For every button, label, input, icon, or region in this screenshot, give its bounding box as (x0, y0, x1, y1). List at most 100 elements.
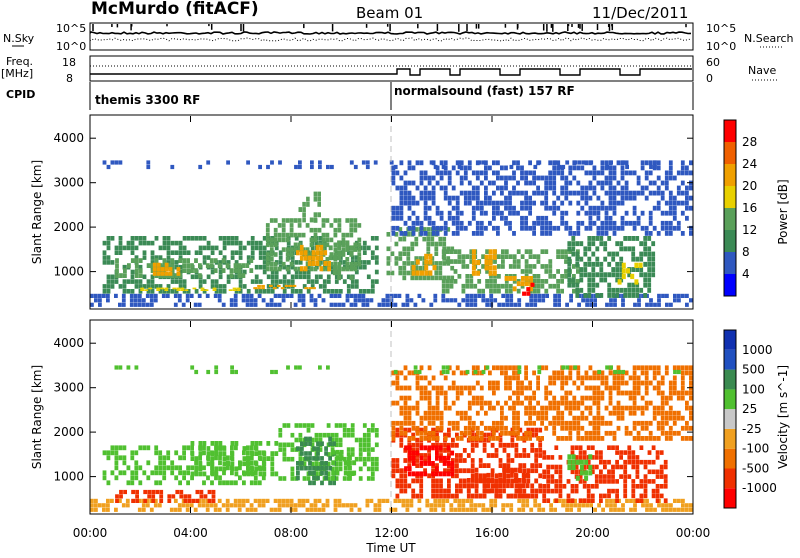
power-cell-0 (153, 293, 158, 298)
power-cell-18 (451, 205, 456, 211)
velocity-cell-12 (560, 420, 565, 426)
velocity-cell-12 (512, 400, 516, 406)
velocity-cell-0 (561, 503, 565, 508)
power-cell-10 (386, 246, 391, 252)
velocity-cell-10 (594, 464, 599, 470)
velocity-cell-3 (274, 441, 279, 446)
power-cell-1 (170, 279, 175, 284)
power-cell-7 (288, 284, 293, 287)
power-cell-0 (665, 302, 669, 307)
power-cell-18 (580, 190, 585, 196)
velocity-cell-12 (419, 415, 424, 421)
power-cell-18 (484, 210, 488, 216)
power-cell-5 (357, 257, 362, 262)
velocity-cell-12 (544, 415, 549, 421)
power-cell-5 (309, 266, 314, 272)
velocity-cell-7 (538, 427, 543, 433)
velocity-cell-12 (463, 385, 468, 391)
power-cell-18 (528, 180, 532, 186)
velocity-cell-12 (572, 395, 577, 401)
power-cell-10 (414, 241, 419, 247)
power-cell-14 (520, 281, 525, 287)
power-cell-18 (656, 185, 661, 191)
velocity-cell-10 (623, 459, 628, 465)
velocity-cell-13 (573, 365, 578, 370)
power-cell-18 (612, 190, 617, 196)
power-cell-1 (182, 250, 187, 255)
velocity-cell-12 (604, 375, 609, 381)
velocity-cell-0 (549, 503, 553, 508)
power-cell-18 (520, 170, 524, 176)
power-cell-0 (349, 293, 354, 298)
velocity-cell-12 (496, 436, 500, 441)
velocity-cell-12 (496, 385, 500, 391)
velocity-cell-12 (612, 375, 617, 381)
power-cell-12 (544, 249, 549, 254)
velocity-cell-12 (467, 415, 472, 421)
velocity-cell-12 (403, 400, 408, 406)
velocity-cell-12 (556, 370, 561, 376)
velocity-cell-4 (362, 461, 367, 467)
power-cell-19 (298, 160, 302, 165)
power-cell-5 (289, 252, 294, 257)
power-cell-1 (374, 245, 379, 251)
velocity-cell-12 (620, 375, 625, 381)
velocity-cell-7 (478, 473, 483, 479)
power-cell-18 (612, 231, 617, 236)
velocity-cell-12 (596, 375, 601, 381)
velocity-cell-4 (374, 442, 379, 448)
velocity-cell-1 (210, 480, 214, 486)
power-cell-11 (415, 270, 420, 276)
power-cell-16 (647, 267, 652, 272)
velocity-cell-12 (640, 370, 645, 376)
velocity-cell-1 (174, 465, 179, 471)
power-cell-2 (217, 263, 222, 268)
nave-label: Nave (748, 64, 776, 77)
velocity-cell-12 (564, 380, 569, 386)
power-cell-1 (258, 245, 263, 251)
freq-left-tick-top: 18 (62, 56, 76, 69)
power-cell-1 (106, 279, 111, 284)
velocity-cell-0 (177, 507, 182, 512)
power-cell-7 (292, 284, 297, 287)
power-cell-12 (528, 249, 533, 254)
power-cell-18 (399, 200, 404, 206)
velocity-cell-8 (423, 461, 428, 466)
velocity-cell-3 (198, 471, 203, 477)
velocity-cell-0 (201, 503, 206, 508)
velocity-cell-4 (282, 456, 287, 462)
velocity-cell-11 (588, 465, 593, 471)
velocity-cell-3 (206, 451, 211, 456)
power-cell-1 (178, 279, 183, 284)
power-cell-0 (581, 298, 585, 303)
power-cell-0 (121, 293, 126, 298)
velocity-cell-12 (536, 410, 540, 416)
velocity-cell-7 (419, 493, 424, 499)
velocity-cell-12 (427, 365, 432, 371)
velocity-cell-7 (470, 463, 475, 468)
velocity-cell-0 (333, 503, 338, 508)
power-cell-16 (643, 277, 648, 283)
velocity-cell-3 (262, 451, 267, 456)
power-cell-5 (321, 266, 326, 272)
power-cell-16 (583, 267, 588, 272)
power-colorbar-label: Power [dB] (776, 179, 790, 244)
velocity-cell-13 (677, 369, 681, 375)
velocity-cell-1 (114, 475, 119, 481)
velocity-cell-2 (207, 498, 212, 503)
power-cell-18 (512, 205, 516, 211)
velocity-cell-10 (558, 484, 563, 489)
velocity-cell-1 (154, 450, 159, 456)
power-cell-10 (406, 256, 411, 261)
velocity-cell-12 (459, 410, 464, 416)
velocity-cell-5 (324, 470, 328, 476)
power-cell-18 (628, 190, 633, 196)
power-cell-1 (134, 255, 139, 260)
power-cell-18 (636, 180, 641, 186)
power-cell-0 (337, 302, 342, 307)
velocity-cell-12 (451, 370, 456, 376)
power-cell-16 (639, 267, 644, 272)
velocity-cell-5 (296, 470, 300, 476)
power-cell-18 (608, 170, 613, 176)
power-cell-10 (426, 275, 431, 281)
